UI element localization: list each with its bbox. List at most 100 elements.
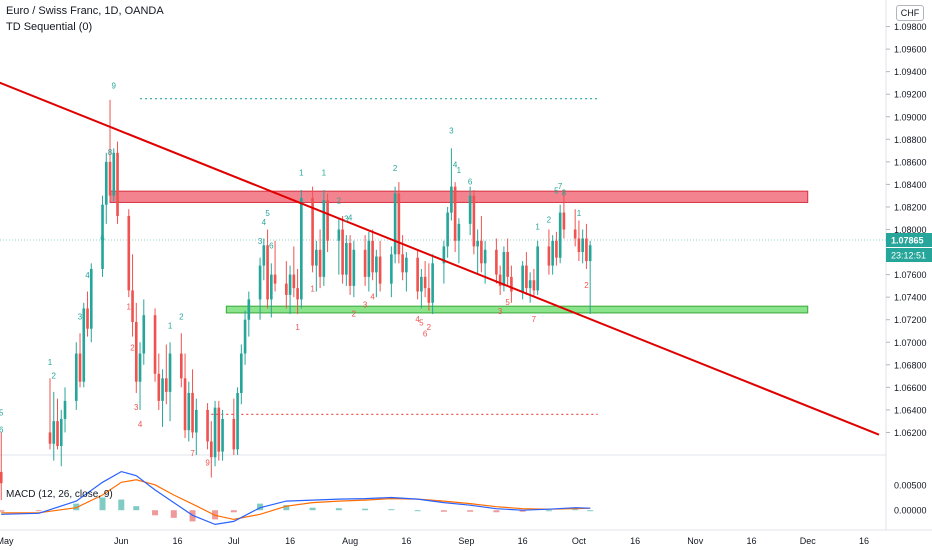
- macd-histogram-bar: [170, 510, 177, 518]
- td-count-label: 7: [190, 449, 195, 458]
- time-tick-label: Sep: [458, 536, 474, 546]
- candle-body: [142, 315, 146, 354]
- candle-body: [285, 283, 288, 295]
- candle-body: [585, 238, 588, 262]
- descending-trendline: [0, 81, 880, 436]
- candle-body: [390, 254, 393, 284]
- candle-body: [134, 321, 138, 382]
- candle-body: [258, 265, 262, 300]
- td-count-label: 2: [337, 197, 342, 206]
- candle-body: [480, 240, 483, 264]
- time-tick-label: Jun: [114, 536, 129, 546]
- td-count-label: 1: [299, 168, 304, 177]
- candle-body: [555, 240, 558, 258]
- td-count-label: 1: [48, 358, 53, 367]
- trendline-layer: [0, 81, 880, 436]
- candle-body: [108, 161, 112, 196]
- macd-histogram-bar: [519, 510, 526, 512]
- macd-histogram-bar: [440, 510, 447, 512]
- candle-body: [371, 240, 374, 273]
- td-count-label: 2: [584, 281, 589, 290]
- td-count-label: 3: [498, 307, 503, 316]
- candle-body: [528, 280, 532, 289]
- candle-body: [502, 252, 506, 286]
- td-count-label: 3: [344, 215, 349, 224]
- macd-histogram-bar: [362, 508, 369, 511]
- td-count-label: 4: [262, 218, 267, 227]
- candles: [0, 99, 592, 501]
- candle-body: [525, 265, 528, 289]
- td-count-label: 5: [505, 298, 510, 307]
- td-count-label: 1: [295, 323, 300, 332]
- time-axis[interactable]: May Jun 16 Jul 16 Aug 16 Sep 16 Oct 16 Nov 16 Dec 16: [0, 536, 869, 546]
- candle-body: [532, 280, 536, 291]
- candle-body: [322, 200, 326, 277]
- td-count-label: 3: [78, 313, 83, 322]
- td-count-label: 1: [535, 223, 540, 232]
- candle-body: [89, 268, 93, 329]
- candle-body: [420, 276, 423, 292]
- candle-body: [221, 418, 224, 452]
- td-count-label: 3: [258, 237, 263, 246]
- td-count-label: 8: [562, 189, 567, 198]
- candle-body: [74, 353, 78, 401]
- td-count-label: 3: [134, 403, 139, 412]
- candle-body: [101, 204, 104, 269]
- macd-tick-label: 0.00000: [894, 506, 927, 516]
- candle-body: [536, 246, 539, 291]
- macd-histogram-bar: [309, 507, 316, 511]
- candle-body: [116, 152, 119, 216]
- macd-histogram-bar: [467, 510, 474, 512]
- candle-body: [153, 315, 157, 374]
- candle-body: [416, 257, 419, 292]
- candle-body: [476, 240, 479, 247]
- candle-body: [311, 197, 314, 266]
- macd-histogram-bar: [414, 510, 421, 512]
- td-count-label: 1: [577, 209, 582, 218]
- time-tick-label: Aug: [342, 536, 358, 546]
- candle-body: [243, 319, 247, 354]
- td-count-label: 2: [547, 216, 552, 225]
- candle-body: [82, 308, 86, 382]
- price-tick-label: 1.09400: [894, 67, 927, 77]
- td-count-label: 7: [558, 182, 563, 191]
- macd-histogram-bar: [73, 503, 80, 511]
- macd-pane: [0, 470, 594, 526]
- td-count-label: 5: [265, 209, 270, 218]
- price-tick-label: 1.07600: [894, 270, 927, 280]
- candle-body: [450, 186, 453, 213]
- candle-body: [59, 418, 63, 446]
- td-count-label: 4: [138, 420, 143, 429]
- price-tick-label: 1.08400: [894, 180, 927, 190]
- candle-body: [506, 252, 509, 277]
- td-count-label: 7: [532, 315, 537, 324]
- candle-body: [510, 276, 513, 292]
- price-tick-label: 1.09600: [894, 45, 927, 55]
- candle-body: [179, 353, 183, 379]
- candle-body: [345, 243, 348, 275]
- macd-tick-label: 0.00500: [894, 480, 927, 490]
- candle-body: [577, 238, 581, 253]
- resistance-zone: [109, 190, 809, 203]
- candle-body: [446, 212, 449, 247]
- candle-body: [453, 186, 457, 241]
- candle-body: [472, 195, 476, 247]
- macd-histogram-bar: [35, 510, 42, 512]
- td-count-label: 6: [100, 234, 105, 243]
- countdown-timer: 23:12:51: [891, 251, 926, 261]
- time-tick-label: 16: [746, 536, 756, 546]
- td-count-label: 2: [130, 343, 135, 352]
- td-count-label: 2: [393, 164, 398, 173]
- td-count-label: 1: [168, 322, 173, 331]
- indicator-label: TD Sequential (0): [6, 21, 93, 33]
- candle-body: [240, 353, 243, 393]
- td-count-label: 1: [310, 285, 315, 294]
- currency-badge[interactable]: CHF: [896, 5, 924, 21]
- price-axis[interactable]: 1.06200 1.06400 1.06600 1.06800 1.07000 1.072…: [886, 22, 932, 516]
- time-tick-label: 16: [630, 536, 640, 546]
- candle-body: [337, 229, 341, 241]
- candle-body: [187, 392, 191, 431]
- candle-body: [588, 245, 592, 262]
- candle-body: [581, 238, 584, 253]
